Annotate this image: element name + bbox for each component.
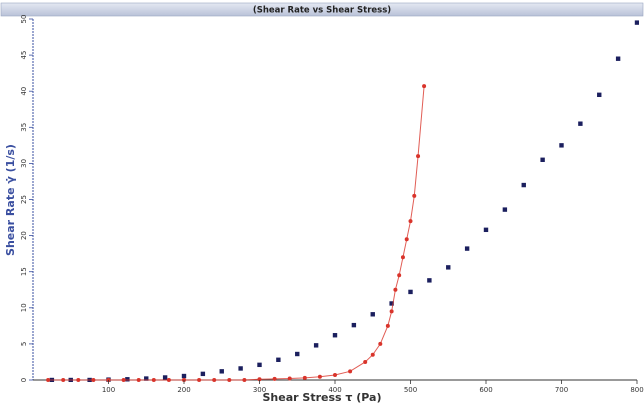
point: [446, 265, 451, 270]
point: [166, 378, 171, 382]
y-axis-title: Shear Rate γ̇ (1/s): [4, 144, 17, 256]
point: [578, 121, 583, 126]
point: [422, 84, 427, 89]
point: [302, 375, 307, 380]
x-tick-label: 400: [328, 386, 341, 394]
y-tick-label: 50: [20, 15, 28, 24]
point: [333, 372, 337, 377]
point: [615, 56, 621, 61]
y-tick-label: 25: [20, 195, 28, 204]
x-tick-label: 500: [404, 386, 417, 394]
point: [313, 343, 319, 348]
point: [162, 375, 168, 380]
point: [61, 378, 66, 382]
y-tick-label: 0: [20, 378, 28, 382]
x-tick-label: 600: [479, 386, 492, 394]
y-tick-label: 30: [20, 159, 28, 168]
point: [370, 352, 375, 357]
point: [276, 357, 281, 362]
y-tick-label: 5: [20, 342, 28, 346]
point: [464, 246, 470, 251]
point: [597, 92, 602, 98]
point: [197, 378, 202, 382]
point: [393, 287, 398, 292]
point: [521, 182, 526, 188]
point: [272, 376, 277, 381]
point: [363, 359, 368, 364]
point: [200, 371, 206, 377]
point: [219, 369, 224, 374]
x-axis-title: Shear Stress τ (Pa): [263, 391, 382, 404]
point: [227, 378, 232, 382]
point: [257, 362, 262, 368]
x-tick-label: 700: [555, 386, 568, 394]
point: [408, 219, 413, 224]
point: [397, 273, 402, 278]
y-tick-label: 15: [20, 267, 28, 276]
point: [238, 366, 243, 371]
point: [144, 376, 149, 381]
point: [91, 378, 96, 382]
x-tick-label: 200: [177, 386, 190, 394]
point: [502, 207, 508, 212]
chart-title: (Shear Rate vs Shear Stress): [253, 6, 391, 16]
point: [242, 378, 247, 382]
title-bar: [0, 2, 644, 17]
x-tick-label: 800: [630, 386, 643, 394]
point: [404, 237, 409, 242]
point: [416, 154, 421, 159]
point: [427, 278, 432, 283]
point: [317, 374, 322, 379]
point: [76, 378, 81, 382]
y-tick-label: 10: [20, 303, 28, 312]
point: [412, 193, 417, 198]
point: [378, 341, 383, 346]
y-tick-label: 40: [20, 87, 28, 96]
point: [370, 312, 375, 317]
point: [121, 378, 126, 382]
point: [46, 378, 51, 382]
point: [151, 378, 156, 382]
y-tick-label: 45: [20, 51, 28, 60]
point: [295, 351, 300, 357]
point: [389, 301, 394, 306]
point: [332, 333, 338, 338]
point: [257, 377, 262, 382]
series-line: [48, 86, 425, 381]
point: [181, 373, 187, 379]
point: [400, 255, 405, 260]
point: [540, 157, 545, 162]
point: [212, 378, 217, 382]
x-tick-label: 300: [253, 386, 266, 394]
point: [389, 309, 394, 314]
point: [125, 377, 130, 382]
point: [136, 378, 141, 382]
plot-area: [46, 20, 639, 382]
point: [483, 227, 489, 233]
point: [351, 322, 357, 328]
x-tick-label: 100: [102, 386, 115, 394]
point: [408, 289, 413, 295]
y-tick-label: 20: [20, 231, 28, 240]
point: [385, 323, 390, 328]
point: [287, 376, 292, 381]
y-tick-label: 35: [20, 123, 28, 132]
point: [559, 143, 564, 148]
point: [634, 20, 639, 25]
point: [348, 369, 353, 374]
